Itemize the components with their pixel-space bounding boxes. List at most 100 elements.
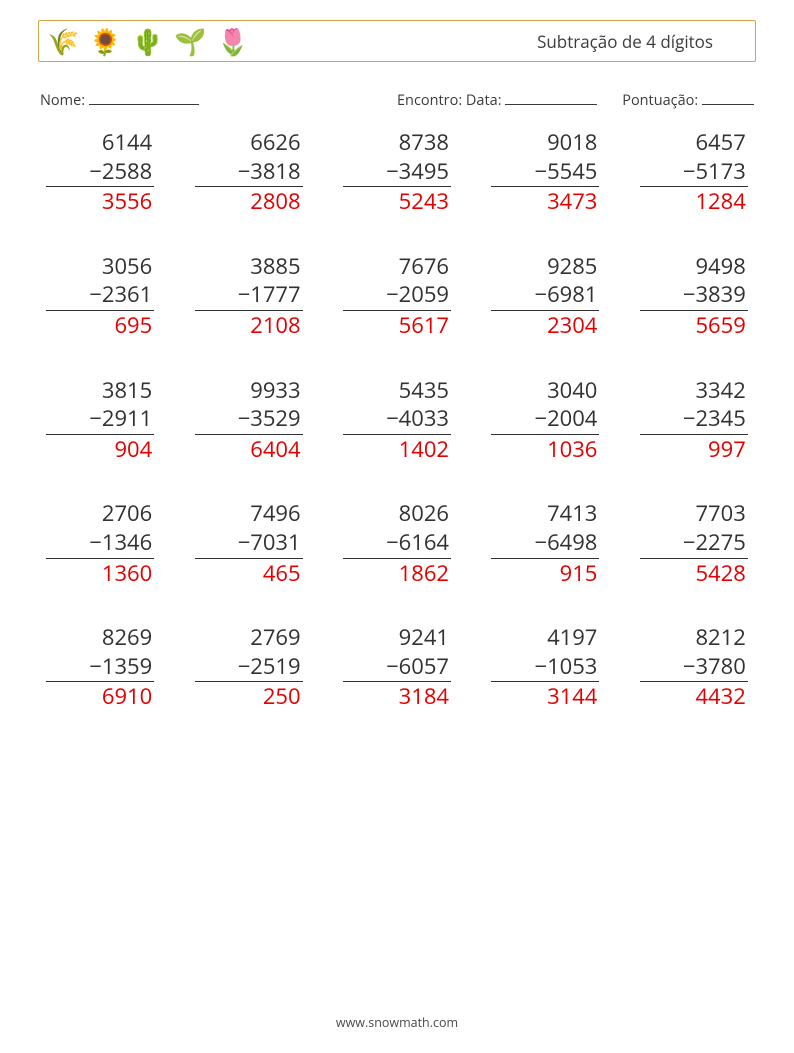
problem-10: 9498−38395659 [640,252,748,340]
subtrahend: −6498 [491,528,599,559]
minuend: 9285 [491,252,599,281]
minuend: 6457 [640,128,748,157]
subtrahend: −2059 [343,280,451,311]
answer: 2108 [195,311,303,340]
subtrahend: −6164 [343,528,451,559]
cactus-icon: 🌵 [132,28,164,54]
encontro-label: Encontro: Data: [397,91,502,110]
subtrahend: −1346 [46,528,154,559]
answer: 695 [46,311,154,340]
subtrahend: −3818 [195,157,303,188]
name-blank[interactable] [89,90,199,105]
subtrahend: −2275 [640,528,748,559]
answer: 6404 [195,435,303,464]
answer: 1284 [640,187,748,216]
answer: 5617 [343,311,451,340]
problem-25: 8212−37804432 [640,623,748,711]
problem-4: 9018−55453473 [491,128,599,216]
answer: 1360 [46,559,154,588]
subtrahend: −2361 [46,280,154,311]
plant-icon: 🌾 [47,28,79,54]
data-blank[interactable] [505,90,597,105]
answer: 6910 [46,682,154,711]
minuend: 7676 [343,252,451,281]
subtrahend: −6981 [491,280,599,311]
answer: 1402 [343,435,451,464]
meta-row: Nome: Encontro: Data: Pontuação: [40,90,754,110]
subtrahend: −1053 [491,652,599,683]
problem-2: 6626−38182808 [195,128,303,216]
minuend: 7703 [640,499,748,528]
answer: 904 [46,435,154,464]
problem-22: 2769−2519250 [195,623,303,711]
name-field: Nome: [40,90,397,110]
footer-url: www.snowmath.com [0,1014,794,1031]
minuend: 8212 [640,623,748,652]
problem-5: 6457−51731284 [640,128,748,216]
minuend: 3815 [46,376,154,405]
problem-13: 5435−40331402 [343,376,451,464]
answer: 250 [195,682,303,711]
header-icons: 🌾 🌻 🌵 🌱 🌷 [47,28,249,54]
problem-8: 7676−20595617 [343,252,451,340]
problem-15: 3342−2345997 [640,376,748,464]
minuend: 9498 [640,252,748,281]
subtrahend: −5545 [491,157,599,188]
minuend: 5435 [343,376,451,405]
pontuacao-label: Pontuação: [622,91,698,110]
minuend: 2769 [195,623,303,652]
subtrahend: −7031 [195,528,303,559]
problem-9: 9285−69812304 [491,252,599,340]
answer: 5428 [640,559,748,588]
subtrahend: −3839 [640,280,748,311]
minuend: 9933 [195,376,303,405]
subtrahend: −1777 [195,280,303,311]
minuend: 9241 [343,623,451,652]
problem-6: 3056−2361695 [46,252,154,340]
pontuacao-blank[interactable] [702,90,754,105]
problem-11: 3815−2911904 [46,376,154,464]
answer: 4432 [640,682,748,711]
minuend: 3056 [46,252,154,281]
subtrahend: −2519 [195,652,303,683]
pontuacao-field: Pontuação: [622,90,754,110]
subtrahend: −3529 [195,404,303,435]
sprout-icon: 🌱 [174,28,206,54]
answer: 3556 [46,187,154,216]
minuend: 8738 [343,128,451,157]
problem-20: 7703−22755428 [640,499,748,587]
answer: 2808 [195,187,303,216]
subtrahend: −4033 [343,404,451,435]
minuend: 2706 [46,499,154,528]
answer: 465 [195,559,303,588]
worksheet-title: Subtração de 4 dígitos [537,30,713,53]
minuend: 8026 [343,499,451,528]
subtrahend: −2345 [640,404,748,435]
problem-21: 8269−13596910 [46,623,154,711]
minuend: 6626 [195,128,303,157]
minuend: 8269 [46,623,154,652]
problem-18: 8026−61641862 [343,499,451,587]
problem-14: 3040−20041036 [491,376,599,464]
problem-24: 4197−10533144 [491,623,599,711]
answer: 3144 [491,682,599,711]
problem-23: 9241−60573184 [343,623,451,711]
subtrahend: −3495 [343,157,451,188]
potted-flower-icon: 🌷 [217,28,249,54]
answer: 3184 [343,682,451,711]
problem-19: 7413−6498915 [491,499,599,587]
answer: 5243 [343,187,451,216]
subtrahend: −1359 [46,652,154,683]
problems-grid: 6144−258835566626−381828088738−349552439… [38,128,756,711]
minuend: 4197 [491,623,599,652]
minuend: 3040 [491,376,599,405]
minuend: 3342 [640,376,748,405]
problem-7: 3885−17772108 [195,252,303,340]
answer: 2304 [491,311,599,340]
subtrahend: −2911 [46,404,154,435]
answer: 1036 [491,435,599,464]
answer: 1862 [343,559,451,588]
name-label: Nome: [40,91,85,110]
subtrahend: −3780 [640,652,748,683]
answer: 3473 [491,187,599,216]
